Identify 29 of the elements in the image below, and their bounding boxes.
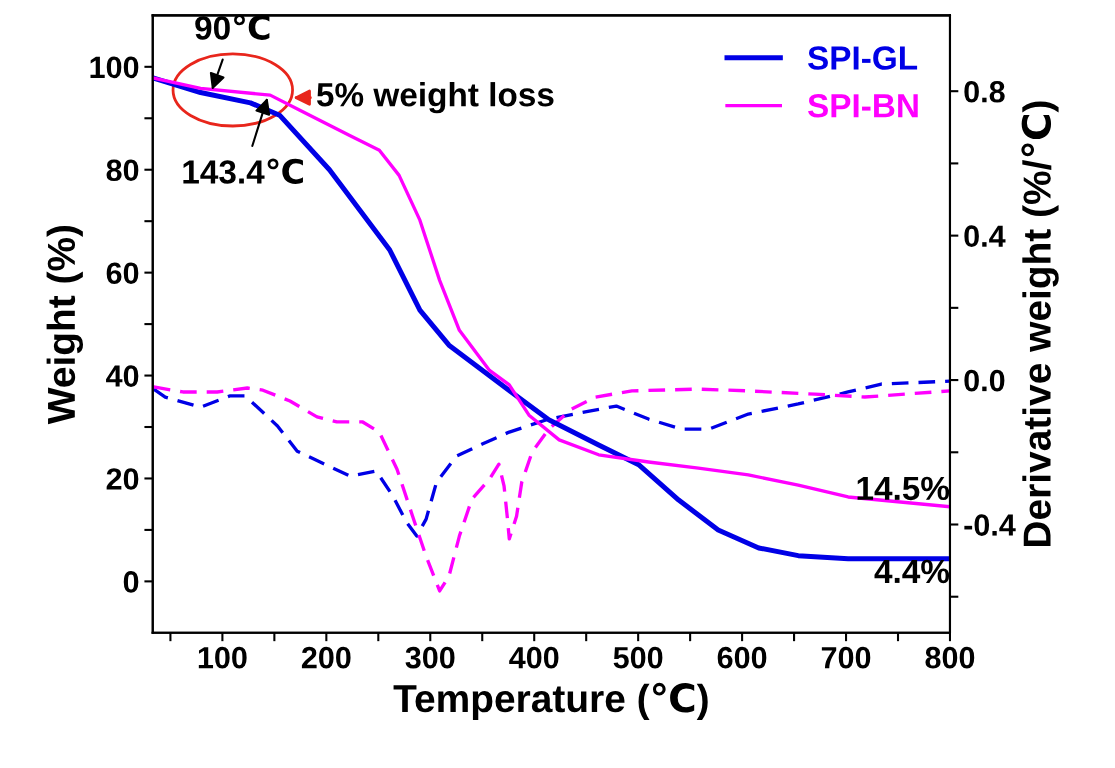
y-tick-label: 100 (90, 56, 139, 79)
y2-tick-label: 0.4 (964, 225, 1006, 247)
x-tick-label: 800 (925, 646, 975, 669)
y-tick-label: 20 (106, 468, 139, 490)
y-tick-label: 40 (106, 365, 139, 387)
annotation: 143.4℃ (183, 158, 303, 184)
annotation: 4.4% (874, 559, 950, 584)
annotation: 14.5% (857, 476, 950, 501)
annotation: 90℃ (195, 14, 270, 40)
y2-tick-label: 0.0 (964, 369, 1005, 392)
legend-label: SPI-GL (807, 46, 918, 70)
annotation: 5% weight loss (316, 82, 554, 114)
x-axis-title: Temperature (℃) (393, 682, 708, 721)
x-tick-label: 300 (405, 646, 455, 669)
y2-axis-title: Derivative weight (%/℃) (1021, 101, 1059, 547)
x-tick-label: 700 (821, 646, 871, 669)
x-tick-label: 500 (613, 646, 663, 669)
x-tick-label: 100 (198, 646, 247, 669)
x-tick-label: 600 (717, 646, 767, 669)
y2-tick-label: 0.8 (964, 80, 1005, 103)
y2-tick-label: -0.4 (964, 514, 1016, 536)
y-tick-label: 80 (106, 159, 139, 182)
line-series (152, 385, 950, 593)
x-tick-label: 400 (509, 646, 559, 669)
y-tick-label: 60 (106, 262, 139, 285)
y-axis-title: Weight (%) (46, 225, 84, 425)
y-tick-label: 0 (123, 571, 139, 593)
legend-label: SPI-BN (807, 93, 918, 118)
x-tick-label: 200 (301, 646, 351, 669)
